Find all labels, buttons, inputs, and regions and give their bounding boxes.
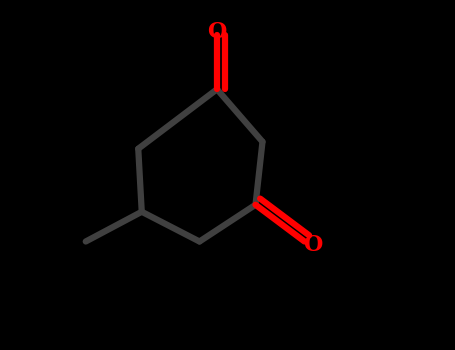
Text: O: O — [303, 234, 323, 256]
Text: O: O — [207, 21, 227, 42]
